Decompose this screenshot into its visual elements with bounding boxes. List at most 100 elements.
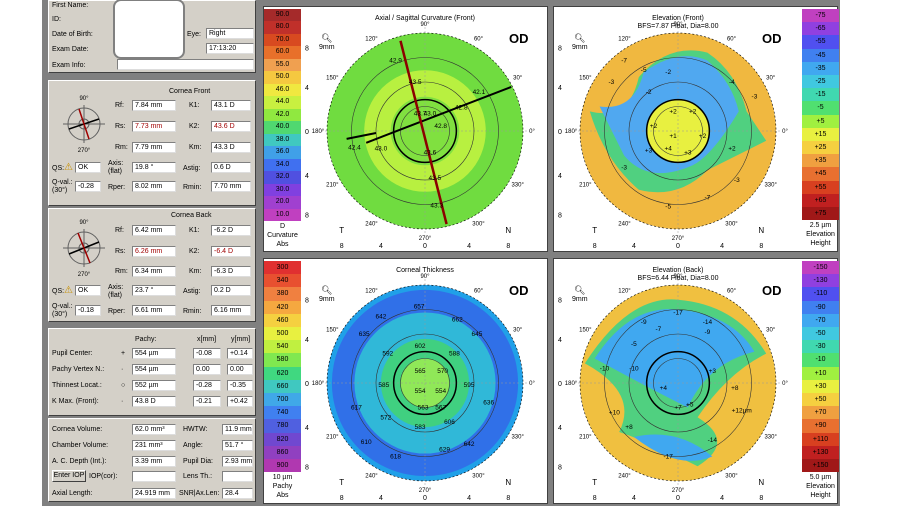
axis-label: Axis: <box>108 160 124 167</box>
front-rf: 7.84 mm <box>132 100 176 111</box>
acd: 3.39 mm <box>132 456 176 467</box>
chamber-volume-label: Chamber Volume: <box>52 442 109 449</box>
topography-map-2[interactable]: 0° 30° 60° 90° 120° 150° 180° 210° 240° 270° 300° 3… <box>263 258 548 504</box>
map-value-label: -5 <box>631 341 637 348</box>
front-k2: 43.6 D <box>211 121 251 132</box>
magnifier-icon[interactable]: 🔍︎ <box>321 33 333 43</box>
map-value-label: +8 <box>625 424 633 431</box>
map-value-label: +4 <box>664 146 672 153</box>
angle-tick-label: 180° <box>565 129 578 135</box>
angle-tick-label: 300° <box>725 474 738 480</box>
map-value-label: -14 <box>708 437 718 444</box>
topography-plot: 0° 30° 60° 90° 120° 150° 180° 210° 240° 270° 300° 3… <box>558 274 788 502</box>
km-label: Km: <box>189 268 202 275</box>
colorbar-cell: 620 <box>264 366 301 380</box>
eye-od-label: OD <box>509 31 529 46</box>
magnifier-icon[interactable]: 🔍︎ <box>574 33 586 43</box>
grid-ring <box>604 57 752 205</box>
colorbar-cell: +65 <box>802 193 839 207</box>
colorbar-cell: 90.0 <box>264 9 301 22</box>
colorbar-cell: +15 <box>802 127 839 141</box>
front-km: 43.3 D <box>211 142 251 153</box>
hwtw-label: HWTW: <box>183 426 208 433</box>
km-label: Km: <box>189 144 202 151</box>
angle-tick-label: 90° <box>673 22 683 28</box>
map-value-label: 592 <box>382 351 393 358</box>
colorbar-cell: +30 <box>802 379 839 393</box>
colorbar-cell: 36.0 <box>264 146 301 159</box>
x-tick-label: 8 <box>759 495 763 502</box>
colorbar-cell: 700 <box>264 393 301 407</box>
cornea-front-title: Cornea Front <box>169 88 211 95</box>
colorbar-cell: 20.0 <box>264 196 301 209</box>
pachy-row-x: -0.21 <box>193 396 221 407</box>
colorbar: 300 340 380 420 460 500 540 580 620 660 700 740 780 8… <box>264 261 301 473</box>
map-value-label: 570 <box>437 368 448 375</box>
front-qval: -0.28 <box>75 181 101 192</box>
y-tick-label: 0 <box>558 129 562 136</box>
diagram-90-label: 90° <box>79 96 89 102</box>
cornea-front-panel: Cornea Front 90° 270° Rf: 7.84 mm K1: 43… <box>48 80 256 206</box>
zoom-label: 9mm <box>572 296 588 303</box>
x-tick-label: 8 <box>340 243 344 250</box>
enter-iop-button[interactable]: Enter IOP <box>52 470 86 482</box>
map-value-label: -10 <box>629 365 639 372</box>
qval-label: Q-val.: <box>52 303 73 310</box>
zoom-label: 9mm <box>572 44 588 51</box>
angle-tick-label: 210° <box>326 183 339 189</box>
map-value-label: 554 <box>435 388 446 395</box>
map-value-label: 645 <box>472 331 483 338</box>
colorbar-cell: 42.0 <box>264 108 301 122</box>
cornea-volume: 62.0 mm³ <box>132 424 176 435</box>
topography-plot: 0° 30° 60° 90° 120° 150° 180° 210° 240° 270° 300° 3… <box>305 22 535 250</box>
map-value-label: -7 <box>656 326 662 333</box>
map-value-label: +2 <box>699 133 707 140</box>
map-value-label: 554 <box>415 388 426 395</box>
x-tick-label: 4 <box>379 243 383 250</box>
y-tick-label: 8 <box>558 212 562 219</box>
angle-tick-label: 240° <box>365 222 378 228</box>
magnifier-icon[interactable]: 🔍︎ <box>574 285 586 295</box>
map-value-label: 618 <box>390 454 401 461</box>
y-tick-label: 4 <box>305 337 309 344</box>
map-value-label: 42.8 <box>455 104 468 111</box>
map-value-label: +2 <box>689 108 697 115</box>
map-value-label: -3 <box>621 164 627 171</box>
iop-cor-field[interactable] <box>132 471 176 482</box>
colorbar-footer: Elevation <box>806 231 835 239</box>
pachy-row-x: -0.28 <box>193 380 221 391</box>
map-value-label: -2 <box>646 89 652 96</box>
magnifier-icon[interactable]: 🔍︎ <box>321 285 333 295</box>
angle-tick-label: 0° <box>782 381 788 387</box>
map-value-label: 43.3 <box>430 202 443 209</box>
angle-tick-label: 90° <box>420 22 430 28</box>
map-value-label: 617 <box>351 405 362 412</box>
topography-map-1[interactable]: 0° 30° 60° 90° 120° 150° 180° 210° 240° 270° 300° 3… <box>553 6 839 252</box>
k1-label: K1: <box>189 102 200 109</box>
colorbar-cell: 340 <box>264 274 301 288</box>
map-subtitle: BFS=6.44 Float, Dia=8.00 <box>637 275 719 282</box>
x-tick-label: 4 <box>632 495 636 502</box>
colorbar-cell: +55 <box>802 180 839 194</box>
map-value-label: 588 <box>449 351 460 358</box>
colorbar-cell: 900 <box>264 459 301 473</box>
pachy-row-x: -0.08 <box>193 348 221 359</box>
x-tick-label: 8 <box>593 495 597 502</box>
zoom-label: 9mm <box>319 296 335 303</box>
angle-tick-label: 270° <box>419 488 432 494</box>
y-tick-label: 8 <box>305 46 309 53</box>
colorbar-cell: 60.0 <box>264 46 301 59</box>
topography-map-0[interactable]: 0° 30° 60° 90° 120° 150° 180° 210° 240° 270° 300° 3… <box>263 6 548 252</box>
angle-tick-label: 120° <box>365 36 378 42</box>
pupil-ring <box>392 98 458 164</box>
topography-map-3[interactable]: 0° 30° 60° 90° 120° 150° 180° 210° 240° 270° 300° 3… <box>553 258 839 504</box>
map-value-label: 567 <box>435 405 446 412</box>
colorbar-cell: -5 <box>802 101 839 115</box>
eye-od-label: OD <box>762 283 782 298</box>
colorbar-footer: Curvature <box>267 232 298 239</box>
colorbar-cell: 860 <box>264 445 301 459</box>
rs-label: Rs: <box>115 123 126 130</box>
zoom-label: 9mm <box>319 44 335 51</box>
warning-icon: ⚠ <box>64 285 73 296</box>
y-tick-label: 4 <box>305 425 309 432</box>
